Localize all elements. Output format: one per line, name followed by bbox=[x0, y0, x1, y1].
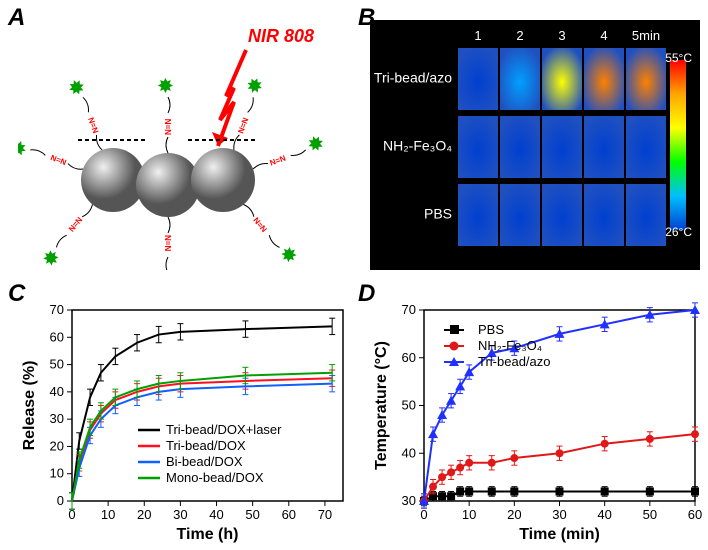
thermal-cell bbox=[626, 116, 666, 178]
nir-label: NIR 808 bbox=[248, 26, 314, 46]
svg-text:20: 20 bbox=[137, 507, 151, 522]
time-label: 5min bbox=[632, 28, 660, 43]
svg-text:✸: ✸ bbox=[37, 245, 63, 270]
row-label: Tri-bead/azo bbox=[374, 70, 452, 86]
panel-b-thermal: 1 2 3 4 5min 55°C 26°C Tri-bead/azo NH₂-Fe₃O₄ PBS bbox=[370, 20, 700, 270]
svg-text:70: 70 bbox=[402, 302, 416, 317]
thermal-cell bbox=[500, 48, 540, 110]
y-axis-title: Temperature (°C) bbox=[373, 341, 390, 470]
thermal-cell bbox=[458, 116, 498, 178]
svg-text:40: 40 bbox=[402, 445, 416, 460]
thermal-cell bbox=[500, 184, 540, 246]
svg-text:60: 60 bbox=[282, 507, 296, 522]
svg-text:N=N: N=N bbox=[49, 153, 68, 167]
svg-text:N=N: N=N bbox=[163, 235, 172, 251]
legend-item: Bi-bead/DOX bbox=[166, 454, 243, 469]
svg-text:✸: ✸ bbox=[243, 74, 268, 97]
svg-text:70: 70 bbox=[318, 507, 332, 522]
time-label: 3 bbox=[558, 28, 565, 43]
legend-item: Mono-bead/DOX bbox=[166, 470, 264, 485]
svg-text:N=N: N=N bbox=[269, 154, 288, 168]
svg-text:30: 30 bbox=[402, 493, 416, 508]
svg-text:✸: ✸ bbox=[18, 136, 30, 161]
svg-text:0: 0 bbox=[57, 493, 64, 508]
thermal-cell bbox=[542, 48, 582, 110]
svg-text:30: 30 bbox=[552, 507, 566, 522]
sphere-3 bbox=[191, 148, 255, 212]
sphere-2 bbox=[136, 153, 200, 217]
thermal-cell bbox=[584, 184, 624, 246]
panel-c-chart: 010203040506070010203040506070Time (h)Re… bbox=[18, 300, 353, 545]
thermal-cell bbox=[500, 116, 540, 178]
svg-text:40: 40 bbox=[209, 507, 223, 522]
svg-text:N=N: N=N bbox=[251, 216, 268, 234]
time-label: 1 bbox=[474, 28, 481, 43]
legend-item: Tri-bead/azo bbox=[478, 354, 551, 369]
time-label: 4 bbox=[600, 28, 607, 43]
legend-item: NH₂-Fe₃O₄ bbox=[478, 338, 542, 353]
svg-text:50: 50 bbox=[402, 398, 416, 413]
colorbar-max: 55°C bbox=[665, 51, 692, 65]
thermal-cell bbox=[626, 184, 666, 246]
legend-item: PBS bbox=[478, 322, 504, 337]
svg-text:50: 50 bbox=[245, 507, 259, 522]
time-label: 2 bbox=[516, 28, 523, 43]
svg-text:N=N: N=N bbox=[164, 119, 173, 135]
legend-item: Tri-bead/DOX+laser bbox=[166, 422, 282, 437]
svg-text:✸: ✸ bbox=[156, 77, 176, 94]
svg-text:40: 40 bbox=[597, 507, 611, 522]
svg-text:N=N: N=N bbox=[87, 116, 101, 135]
legend-item: Tri-bead/DOX bbox=[166, 438, 246, 453]
x-axis-title: Time (h) bbox=[177, 526, 239, 543]
row-label: NH₂-Fe₃O₄ bbox=[383, 138, 452, 154]
svg-text:✸: ✸ bbox=[304, 132, 327, 157]
svg-text:✸: ✸ bbox=[65, 76, 90, 99]
thermal-cell bbox=[584, 116, 624, 178]
thermal-cell bbox=[584, 48, 624, 110]
svg-text:30: 30 bbox=[50, 411, 64, 426]
svg-text:20: 20 bbox=[50, 438, 64, 453]
y-axis-title: Release (%) bbox=[21, 361, 38, 451]
thermal-cell bbox=[458, 184, 498, 246]
thermal-cell bbox=[626, 48, 666, 110]
svg-text:40: 40 bbox=[50, 384, 64, 399]
svg-text:50: 50 bbox=[643, 507, 657, 522]
svg-text:N=N: N=N bbox=[66, 215, 83, 233]
thermal-cell bbox=[542, 116, 582, 178]
sphere-1 bbox=[81, 148, 145, 212]
svg-text:✸: ✸ bbox=[275, 242, 301, 268]
panel-d-chart: 0 10 20 30 40 50 60 30 40 50 60 70 Time (min) Tempera… bbox=[370, 300, 705, 545]
svg-text:60: 60 bbox=[50, 329, 64, 344]
svg-text:50: 50 bbox=[50, 357, 64, 372]
svg-text:70: 70 bbox=[50, 302, 64, 317]
row-label: PBS bbox=[424, 206, 452, 222]
svg-text:60: 60 bbox=[402, 350, 416, 365]
svg-text:10: 10 bbox=[462, 507, 476, 522]
thermal-cell bbox=[542, 184, 582, 246]
panel-a-schematic: NIR 808 N=N✸ N=N✸ N=N✸ N=N✸ N=N✸ N=N✸ N=… bbox=[18, 20, 338, 270]
svg-text:0: 0 bbox=[420, 507, 427, 522]
svg-text:30: 30 bbox=[173, 507, 187, 522]
svg-text:10: 10 bbox=[101, 507, 115, 522]
svg-text:10: 10 bbox=[50, 466, 64, 481]
thermal-cell bbox=[458, 48, 498, 110]
svg-text:N=N: N=N bbox=[236, 116, 250, 135]
colorbar-min: 26°C bbox=[665, 225, 692, 239]
x-axis-title: Time (min) bbox=[519, 526, 600, 543]
svg-text:20: 20 bbox=[507, 507, 521, 522]
svg-text:60: 60 bbox=[688, 507, 702, 522]
